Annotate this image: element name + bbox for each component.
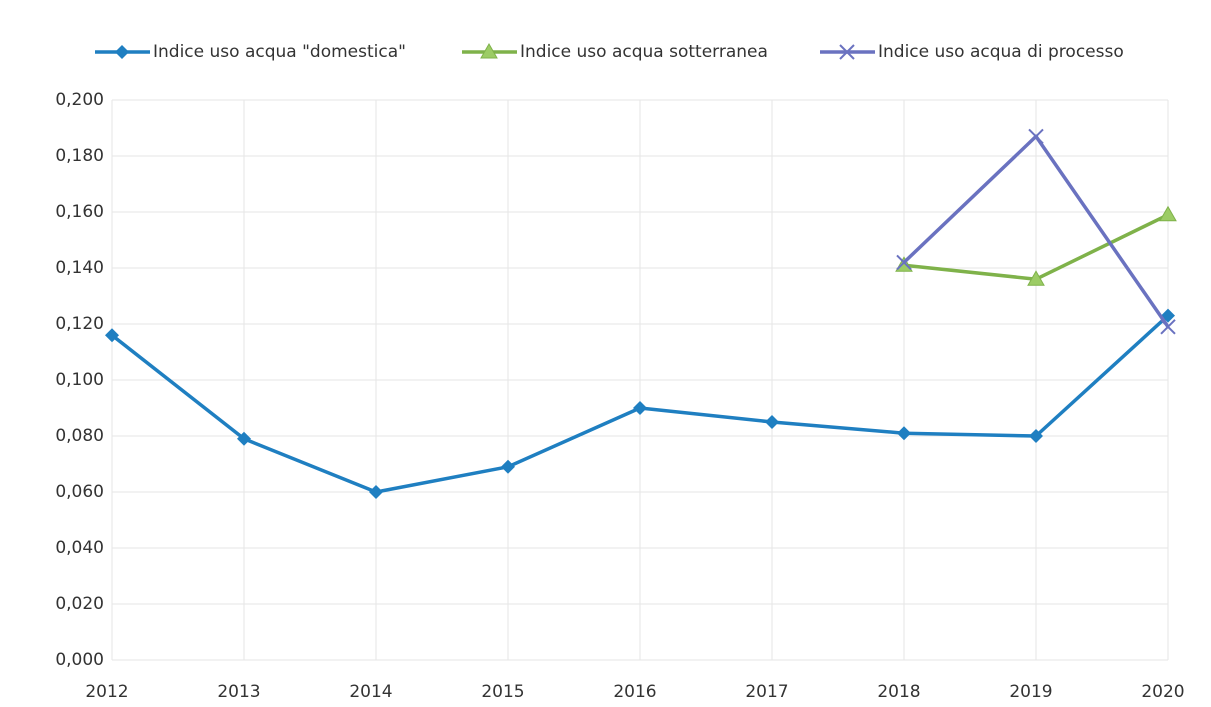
x-tick-label: 2014	[349, 682, 392, 702]
y-tick-label: 0,180	[55, 146, 104, 166]
data-point	[896, 254, 912, 271]
legend-marker	[839, 44, 855, 60]
data-point	[501, 459, 515, 474]
y-tick-label: 0,120	[55, 314, 104, 334]
x-tick-label: 2017	[745, 682, 788, 702]
data-point	[897, 426, 911, 441]
data-point	[105, 328, 119, 343]
legend-label: Indice uso acqua sotterranea	[520, 42, 768, 62]
y-tick-label: 0,040	[55, 538, 104, 558]
data-point	[633, 401, 647, 415]
data-point	[369, 485, 383, 499]
x-tick-label: 2018	[877, 682, 920, 702]
data-point	[1159, 205, 1177, 222]
y-tick-label: 0,200	[55, 90, 104, 110]
legend-marker	[480, 42, 498, 59]
x-tick-label: 2013	[217, 682, 260, 702]
data-point	[237, 431, 251, 446]
y-tick-label: 0,100	[55, 370, 104, 390]
y-tick-label: 0,060	[55, 482, 104, 502]
data-point	[765, 415, 779, 429]
data-point	[1029, 429, 1043, 443]
y-tick-label: 0,160	[55, 202, 104, 222]
data-point	[1028, 128, 1044, 145]
data-point	[1027, 270, 1045, 286]
legend-label: Indice uso acqua "domestica"	[153, 42, 406, 62]
y-tick-label: 0,140	[55, 258, 104, 278]
x-tick-label: 2015	[481, 682, 524, 702]
x-tick-label: 2012	[85, 682, 128, 702]
x-tick-label: 2020	[1141, 682, 1184, 702]
y-tick-label: 0,080	[55, 426, 104, 446]
x-tick-label: 2019	[1009, 682, 1052, 702]
y-tick-label: 0,000	[55, 650, 104, 670]
data-point	[1160, 319, 1176, 335]
y-tick-label: 0,020	[55, 594, 104, 614]
legend-marker	[115, 45, 129, 59]
legend-label: Indice uso acqua di processo	[878, 42, 1124, 62]
x-tick-label: 2016	[613, 682, 656, 702]
